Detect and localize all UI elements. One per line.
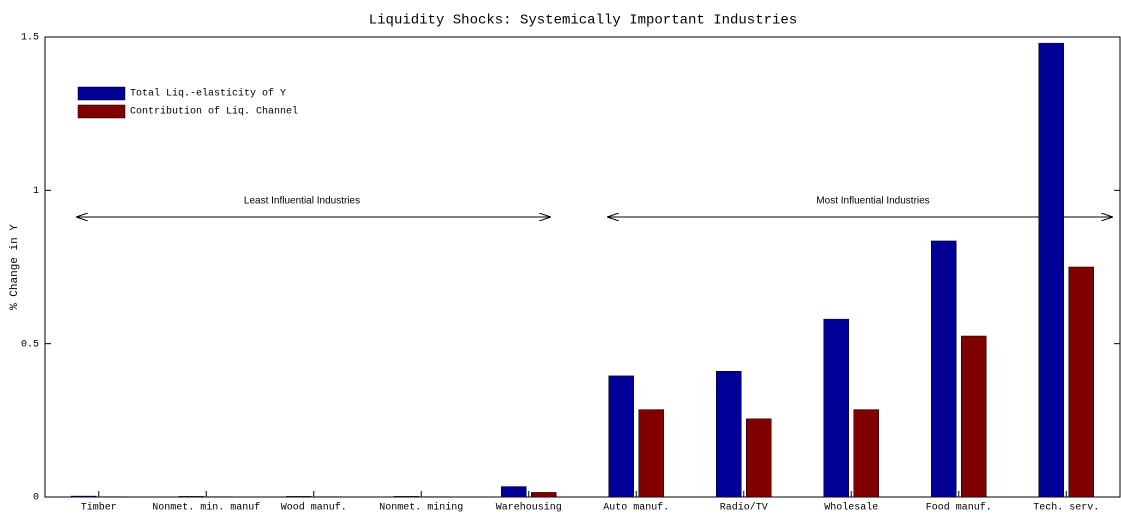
y-tick-label: 1.5 — [21, 33, 39, 44]
bar — [179, 496, 204, 497]
x-tick-label: Food manuf. — [926, 502, 992, 513]
x-tick-label: Nonmet. mining — [379, 502, 463, 513]
bar — [286, 496, 311, 497]
y-tick-label: 0.5 — [21, 339, 39, 350]
x-tick-label: Nonmet. min. manuf — [152, 502, 260, 513]
annotation: Most Influential Industries — [816, 196, 929, 207]
y-axis-label: % Change in Y — [9, 224, 21, 310]
x-tick-label: Timber — [81, 502, 117, 513]
legend-label: Total Liq.-elasticity of Y — [130, 88, 286, 100]
x-tick-label: Wholesale — [824, 502, 878, 513]
bar — [1039, 43, 1064, 497]
legend-label: Contribution of Liq. Channel — [130, 106, 298, 118]
bar — [716, 371, 741, 497]
bar — [71, 496, 96, 497]
annotation: Least Influential Industries — [244, 196, 360, 207]
x-tick-label: Wood manuf. — [281, 502, 347, 513]
bar — [394, 496, 419, 497]
x-tick-label: Radio/TV — [720, 502, 768, 513]
legend-swatch — [78, 105, 125, 118]
bar — [639, 410, 664, 497]
legend-swatch — [78, 87, 125, 100]
x-tick-label: Tech. serv. — [1033, 502, 1099, 513]
chart-title: Liquidity Shocks: Systemically Important… — [369, 13, 797, 29]
bar — [824, 319, 849, 497]
bar — [1069, 267, 1094, 497]
bar — [501, 487, 526, 497]
y-tick-label: 1 — [33, 186, 39, 197]
x-tick-label: Warehousing — [496, 502, 562, 513]
bar — [961, 336, 986, 497]
bar — [609, 376, 634, 497]
bar — [931, 241, 956, 497]
bar — [854, 410, 879, 497]
bar — [531, 492, 556, 497]
y-tick-label: 0 — [33, 493, 39, 504]
x-tick-label: Auto manuf. — [603, 502, 669, 513]
bar — [746, 419, 771, 497]
